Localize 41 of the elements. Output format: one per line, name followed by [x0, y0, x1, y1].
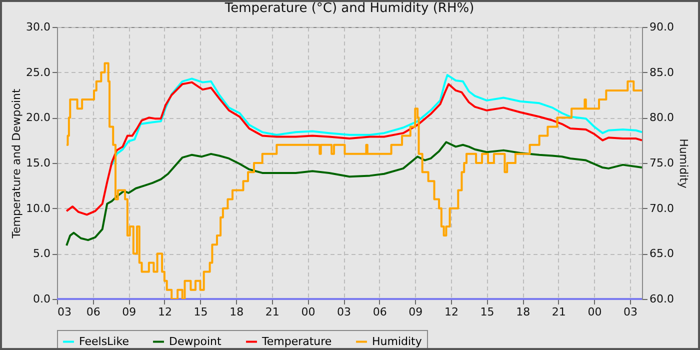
y2-tick-label: 80.0	[650, 111, 674, 124]
y-tick-label: 30.0	[26, 20, 50, 34]
y2-tick-label: 90.0	[650, 20, 674, 34]
line-series	[66, 81, 642, 216]
x-tick-label: 12	[158, 306, 172, 318]
x-tick-label: 18	[230, 306, 244, 318]
y-tick-label: 0.0	[33, 292, 50, 306]
x-tick-label: 21	[552, 306, 566, 318]
y2-tick-label: 75.0	[650, 156, 674, 170]
x-tick-label: 00	[588, 306, 602, 318]
y-tick-label: 5.0	[33, 247, 50, 260]
x-tick-label: 15	[194, 306, 208, 318]
x-tick-label: 00	[301, 306, 316, 318]
y2-tick-label: 70.0	[650, 202, 674, 215]
x-tick-label: 03	[337, 306, 352, 318]
y2-tick-label: 65.0	[650, 247, 674, 260]
y2-tick-label: 60.0	[650, 292, 674, 306]
x-tick-label: 18	[516, 306, 530, 318]
legend-label: FeelsLike	[79, 334, 130, 348]
x-tick-label: 06	[86, 306, 100, 318]
y-tick-label: 25.0	[26, 66, 50, 79]
legend-label: Dewpoint	[169, 334, 222, 348]
chart-title: Temperature (°C) and Humidity (RH%)	[224, 1, 474, 16]
legend-label: Humidity	[372, 334, 422, 348]
x-tick-label: 12	[444, 306, 458, 318]
x-tick-label: 03	[58, 306, 72, 318]
legend-label: Temperature	[261, 334, 332, 348]
y-tick-label: 10.0	[26, 202, 50, 215]
x-tick-label: 03	[624, 306, 638, 318]
line-series	[66, 141, 642, 247]
y-tick-label: 15.0	[26, 156, 50, 170]
x-tick-label: 15	[480, 306, 494, 318]
line-series	[110, 74, 642, 166]
x-tick-label: 09	[408, 306, 423, 318]
y2-tick-label: 85.0	[650, 66, 674, 79]
x-tick-label: 21	[265, 306, 280, 318]
x-tick-label: 06	[372, 306, 387, 318]
x-tick-label: 09	[122, 306, 136, 318]
y-tick-label: 20.0	[26, 111, 50, 124]
y-axis-title: Temperature and Dewpoint	[10, 88, 24, 240]
y2-axis-title: Humidity	[676, 138, 690, 189]
